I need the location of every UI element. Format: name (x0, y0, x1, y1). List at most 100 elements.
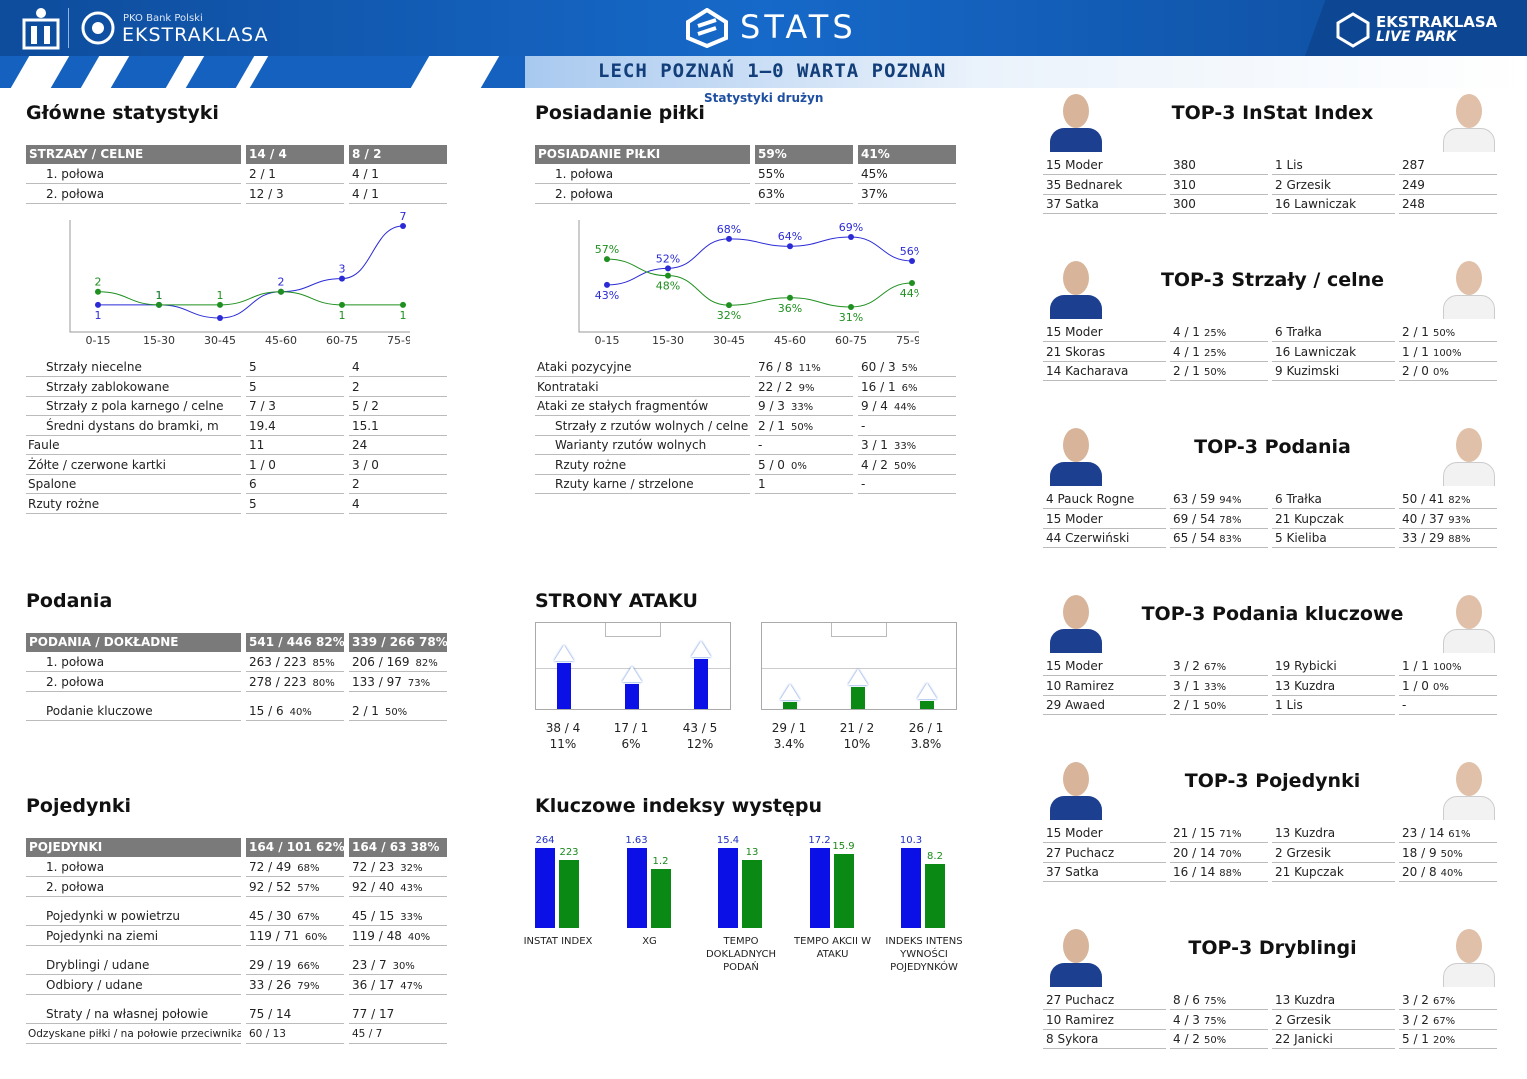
cell-text: 541 / 446 82% (249, 635, 344, 649)
series-0-line (606, 236, 913, 286)
pitch-box (605, 623, 661, 637)
cell-text: 16 Lawniczak (1275, 197, 1357, 211)
table-cell: 33 / 26 79% (246, 976, 344, 995)
cell-text: 13 Kuzdra (1275, 826, 1336, 840)
top3-row: 15 Moder 69 / 54 78% 21 Kupczak 40 / 37 93% (0, 510, 1527, 530)
table-cell: 2 / 1 50% (755, 417, 853, 436)
series-1-line (97, 291, 403, 306)
attack-side-count: 43 / 5 (682, 721, 718, 735)
cell-text: Faule (28, 438, 60, 452)
player-photo-left (1048, 591, 1104, 653)
table-cell: 287 (1399, 156, 1497, 175)
cell-percent: 67% (297, 912, 320, 923)
cell-text: 13 Kuzdra (1275, 993, 1336, 1007)
table-cell: 36 / 17 47% (349, 976, 447, 995)
cell-text: 1 / 0 (1402, 678, 1429, 693)
cell-text: 133 / 97 (352, 674, 402, 689)
table-row: Strzały zablokowane 5 2 (0, 378, 960, 398)
series-1-point (787, 294, 793, 301)
cell-text: 1 / 0 (249, 457, 276, 472)
cell-text: - (861, 477, 866, 491)
cell-text: 3 / 0 (352, 457, 379, 472)
table-cell: 3 / 1 33% (858, 436, 956, 455)
cell-text: 16 / 14 (1173, 865, 1216, 879)
cell-percent: 88% (1219, 868, 1242, 879)
duels-title: Pojedynki (26, 795, 132, 817)
data-label: 31% (839, 311, 863, 324)
table-cell: 278 / 223 80% (246, 673, 344, 692)
series-0-point (909, 257, 915, 264)
key-index-home-bar (718, 848, 738, 928)
cell-text: 35 Bednarek (1046, 177, 1123, 192)
table-cell: 248 (1399, 195, 1497, 214)
attack-bar (694, 659, 708, 709)
cell-text: 15 Moder (1046, 158, 1103, 172)
cell-text: 13 Kuzdra (1275, 678, 1336, 693)
table-cell: 5 / 1 20% (1399, 1030, 1497, 1049)
photo-head (1456, 929, 1482, 963)
table-cell: 2. połowa (535, 185, 750, 204)
table-cell: Pojedynki na ziemi (26, 927, 241, 946)
cell-text: 29 Awaed (1046, 698, 1105, 712)
table-cell: - (858, 417, 956, 436)
table-cell: 40 / 37 93% (1399, 510, 1497, 529)
table-cell: 8 / 6 75% (1170, 991, 1268, 1010)
top3-title: TOP-3 Strzały / celne (1160, 269, 1385, 291)
table-cell: 2 / 1 50% (1399, 323, 1497, 342)
match-bar (525, 56, 1527, 88)
table-cell: 15 Moder (1043, 323, 1166, 342)
cell-percent: 5% (901, 363, 918, 374)
cell-percent: 73% (407, 677, 431, 689)
cell-text: Rzuty rożne (555, 457, 627, 472)
cell-text: 2 (352, 379, 360, 394)
series-0-point (217, 315, 223, 321)
table-cell: 3 / 1 33% (1170, 677, 1268, 696)
cell-percent: 60% (304, 932, 328, 943)
series-0-point (665, 265, 671, 272)
cell-text: 76 / 8 (758, 360, 793, 374)
table-cell: 16 / 1 6% (858, 378, 956, 397)
cell-percent: 100% (1432, 662, 1462, 673)
cell-text: 249 (1402, 177, 1425, 192)
table-cell: 10 Ramirez (1043, 677, 1166, 696)
cell-text: 1 Lis (1275, 698, 1303, 712)
attack-side-count: 38 / 4 (545, 721, 581, 735)
cell-text: 6 (249, 477, 257, 491)
attack-bar (557, 663, 571, 709)
table-row: 2. połowa 12 / 3 4 / 1 (0, 185, 960, 205)
table-cell: 4 / 1 25% (1170, 343, 1268, 362)
table-row: Spalone 6 2 (0, 475, 960, 495)
table-cell: - (1399, 696, 1497, 715)
cell-text: Rzuty rożne (28, 496, 100, 511)
key-index-away-bar (559, 860, 579, 928)
match-title: LECH POZNAŃ 1–0 WARTA POZNAN (598, 60, 947, 82)
data-label: 2 (95, 276, 102, 289)
cell-percent: 80% (312, 677, 335, 689)
data-label: 1 (217, 289, 224, 302)
cell-text: 21 / 15 (1173, 826, 1216, 840)
cell-text: Ataki ze stałych fragmentów (537, 399, 709, 413)
cell-percent: 85% (312, 658, 335, 669)
attack-side-percent: 3.8% (910, 737, 942, 751)
attack-bar (625, 684, 639, 709)
table-cell: Rzuty rożne (26, 495, 241, 514)
cell-text: Odbiory / udane (46, 978, 143, 992)
cell-text: PODANIA / DOKŁADNE (29, 635, 179, 649)
cell-text: 40 / 37 (1402, 511, 1445, 526)
cell-text: 50 / 41 (1402, 492, 1445, 506)
cell-text: Strzały niecelne (46, 360, 142, 374)
cell-percent: 25% (1203, 328, 1227, 339)
cell-text: Strzały zablokowane (46, 379, 170, 394)
livepark-logo-icon (1336, 12, 1370, 48)
cell-text: 37% (861, 186, 888, 201)
table-cell: 92 / 40 43% (349, 878, 447, 897)
stats-title: STATS (740, 8, 857, 46)
cell-percent: 50% (1203, 1035, 1227, 1046)
table-cell: 35 Bednarek (1043, 176, 1166, 195)
cell-text: Kontrataki (537, 379, 599, 394)
top3-title: TOP-3 Podania kluczowe (1141, 603, 1404, 625)
table-cell: 13 Kuzdra (1272, 677, 1395, 696)
table-row: 2. połowa 92 / 52 57% 92 / 40 43% (0, 878, 960, 898)
main-stats-title: Główne statystyki (26, 102, 219, 124)
cell-text: 5 / 0 (758, 457, 785, 472)
